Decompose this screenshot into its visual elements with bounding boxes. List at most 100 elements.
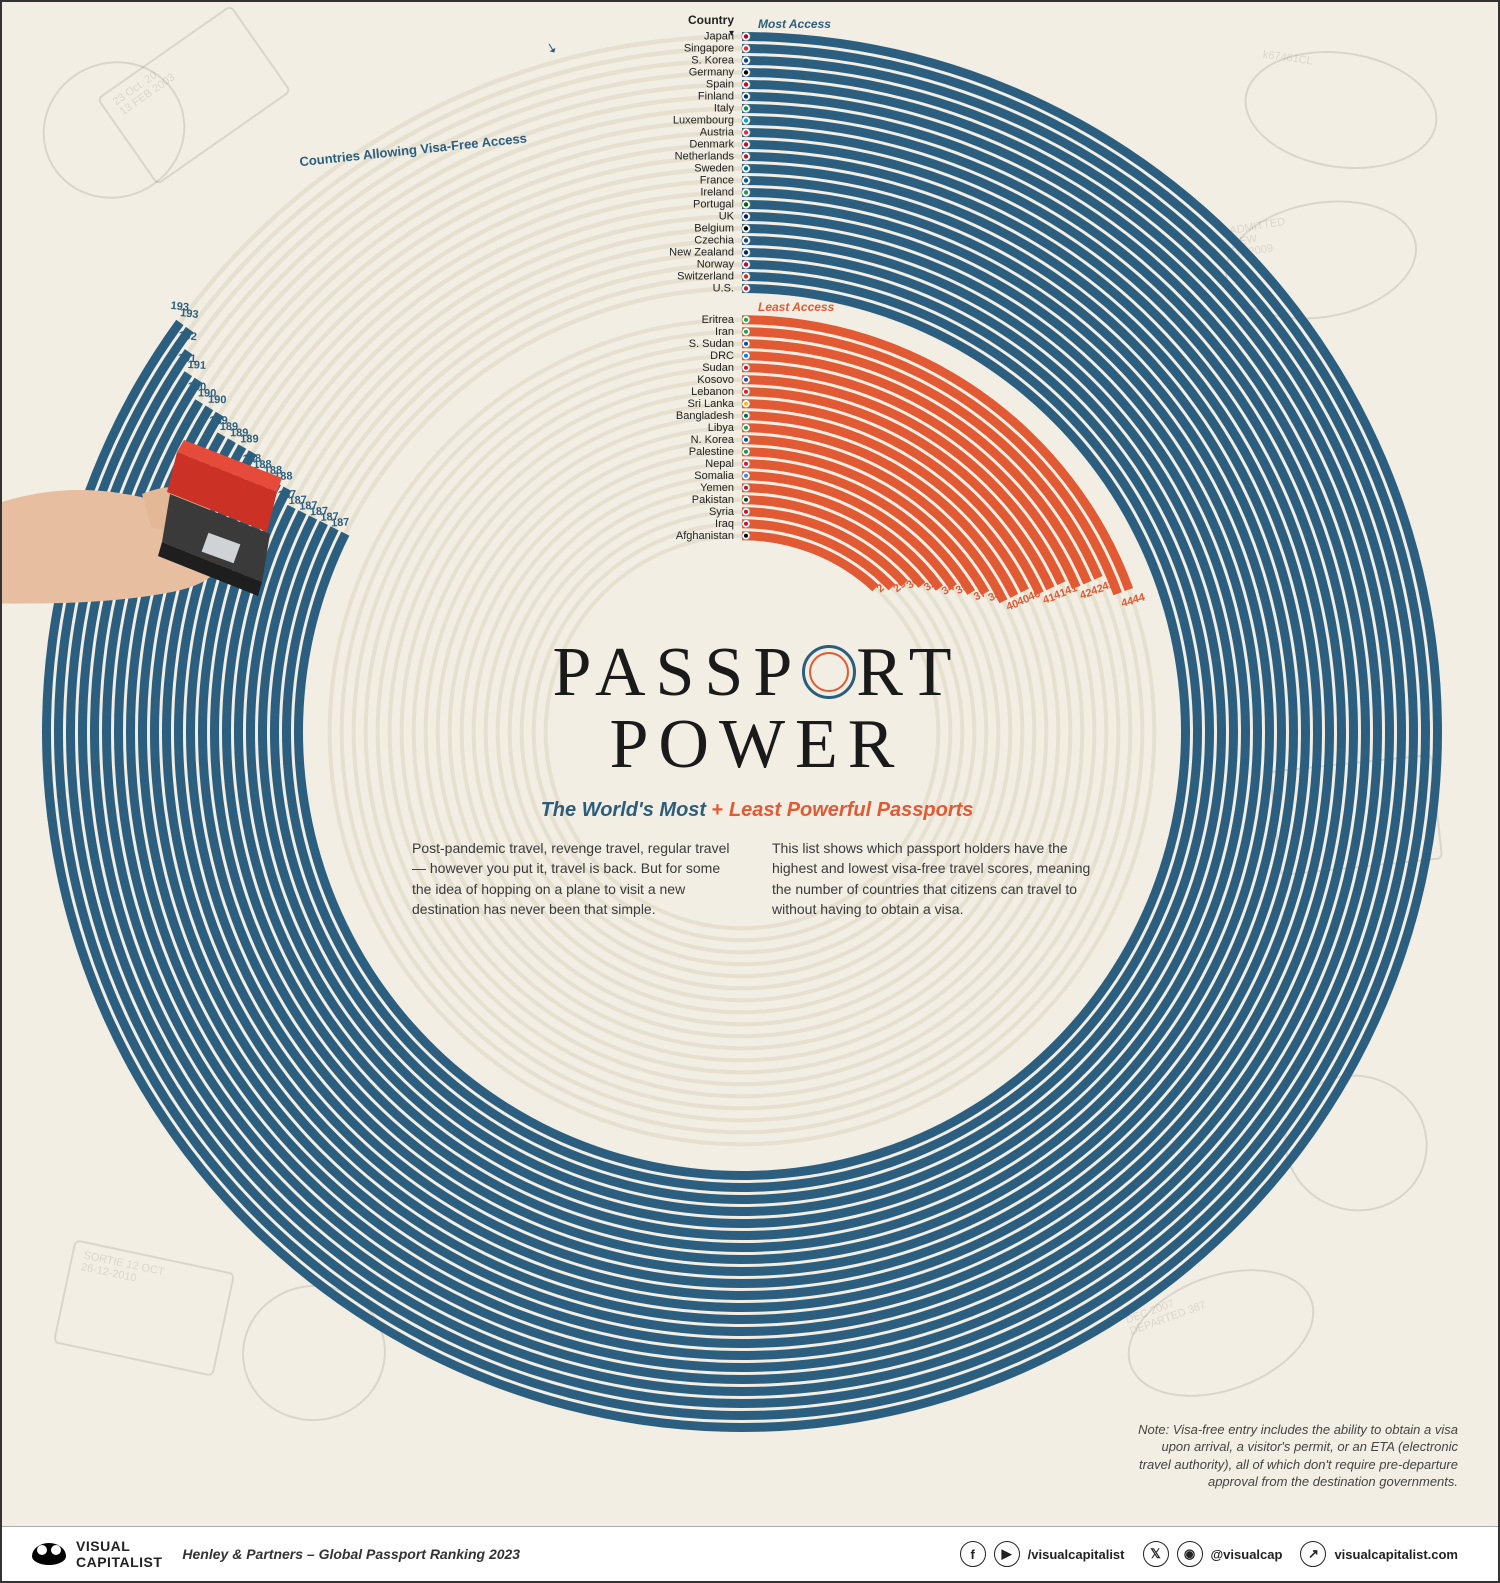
most-country-label: Finland: [698, 91, 734, 103]
flag-dot-inner: [744, 474, 748, 478]
body-col-left: Post-pandemic travel, revenge travel, re…: [412, 838, 742, 919]
most-value: 191: [187, 359, 206, 372]
flag-dot-inner: [744, 510, 748, 514]
youtube-icon[interactable]: ▶: [994, 1541, 1020, 1567]
brand-logo: VISUAL CAPITALIST: [32, 1538, 162, 1570]
most-country-label: Spain: [706, 79, 734, 91]
flag-dot-inner: [744, 154, 748, 158]
least-country-label: Palestine: [689, 446, 734, 458]
flag-dot-inner: [744, 486, 748, 490]
flag-dot-inner: [744, 462, 748, 466]
twitter-icon[interactable]: 𝕏: [1143, 1541, 1169, 1567]
flag-dot-inner: [744, 366, 748, 370]
most-value: 187: [331, 516, 350, 529]
flag-dot-inner: [744, 426, 748, 430]
least-country-label: Sudan: [702, 362, 734, 374]
data-source: Henley & Partners – Global Passport Rank…: [182, 1546, 520, 1562]
brand-text: VISUAL CAPITALIST: [76, 1538, 162, 1570]
most-country-label: Czechia: [694, 235, 735, 247]
title-stamp-o-icon: [802, 645, 856, 699]
flag-dot-inner: [744, 58, 748, 62]
most-country-label: S. Korea: [691, 55, 735, 67]
subtitle-prefix: The World's Most: [541, 799, 712, 821]
flag-dot-inner: [744, 522, 748, 526]
flag-dot-inner: [744, 342, 748, 346]
least-country-label: Libya: [708, 422, 735, 434]
least-country-label: Iran: [715, 326, 734, 338]
least-country-label: Lebanon: [691, 386, 734, 398]
flag-dot-inner: [744, 118, 748, 122]
website-url: visualcapitalist.com: [1334, 1547, 1458, 1562]
hand-stamper-illustration: [0, 382, 332, 642]
least-country-label: S. Sudan: [689, 338, 734, 350]
least-country-label: Pakistan: [692, 494, 734, 506]
title-line-1: PASSP RT: [372, 636, 1142, 710]
title-block: PASSPRT POWER The World's Most + Least P…: [372, 612, 1142, 919]
vc-logo-icon: [32, 1543, 66, 1565]
flag-dot-inner: [744, 106, 748, 110]
most-country-label: U.S.: [713, 283, 734, 295]
flag-dot-inner: [744, 250, 748, 254]
poster: 23 Oct. 2013 FEB 2003 k67461CL ADMITTEDN…: [0, 0, 1500, 1583]
most-value: 193: [180, 307, 200, 321]
flag-dot-inner: [744, 214, 748, 218]
flag-dot-inner: [744, 286, 748, 290]
most-country-label: Italy: [714, 103, 735, 115]
flag-dot-inner: [744, 438, 748, 442]
label-most-access: Most Access: [758, 17, 831, 31]
title-part-b: RT: [856, 634, 961, 711]
facebook-icon[interactable]: f: [960, 1541, 986, 1567]
flag-dot-inner: [744, 402, 748, 406]
brand-bottom: CAPITALIST: [76, 1554, 162, 1570]
social-handle-1: /visualcapitalist: [1028, 1547, 1125, 1562]
most-country-label: Singapore: [684, 43, 734, 55]
flag-dot-inner: [744, 498, 748, 502]
flag-dot-inner: [744, 166, 748, 170]
least-country-label: Iraq: [715, 518, 734, 530]
least-country-label: Nepal: [705, 458, 734, 470]
most-country-label: Sweden: [694, 163, 734, 175]
least-country-label: Kosovo: [697, 374, 734, 386]
least-country-label: Somalia: [694, 470, 735, 482]
most-country-label: Ireland: [700, 187, 734, 199]
social-links: f ▶ /visualcapitalist 𝕏 ◉ @visualcap ↗ v…: [960, 1541, 1468, 1567]
social-handle-2: @visualcap: [1211, 1547, 1283, 1562]
most-country-label: Denmark: [689, 139, 734, 151]
axis-label: Countries Allowing Visa-Free Access: [299, 130, 528, 169]
flag-dot-inner: [744, 330, 748, 334]
most-country-label: Luxembourg: [673, 115, 734, 127]
website-icon[interactable]: ↗: [1300, 1541, 1326, 1567]
most-value: 192: [178, 330, 197, 343]
instagram-icon[interactable]: ◉: [1177, 1541, 1203, 1567]
axis-arrow: ➝: [543, 39, 562, 56]
most-country-label: UK: [719, 211, 735, 223]
flag-dot-inner: [744, 226, 748, 230]
flag-dot-inner: [744, 34, 748, 38]
flag-dot-inner: [744, 378, 748, 382]
flag-dot-inner: [744, 70, 748, 74]
most-country-label: Norway: [697, 259, 735, 271]
most-country-label: Switzerland: [677, 271, 734, 283]
least-country-label: Syria: [709, 506, 735, 518]
title-part-a: PASSP: [552, 634, 802, 711]
flag-dot-inner: [744, 190, 748, 194]
subtitle-plus: +: [712, 799, 724, 821]
most-country-label: Netherlands: [675, 151, 735, 163]
body-text: Post-pandemic travel, revenge travel, re…: [372, 838, 1142, 919]
flag-dot-inner: [744, 450, 748, 454]
flag-dot-inner: [744, 354, 748, 358]
most-country-label: Belgium: [694, 223, 734, 235]
flag-dot-inner: [744, 534, 748, 538]
least-country-label: Afghanistan: [676, 530, 734, 542]
least-country-label: Sri Lanka: [688, 398, 735, 410]
label-least-access: Least Access: [758, 300, 835, 314]
flag-dot-inner: [744, 238, 748, 242]
flag-dot-inner: [744, 202, 748, 206]
most-country-label: Germany: [689, 67, 735, 79]
flag-dot-inner: [744, 94, 748, 98]
footnote: Note: Visa-free entry includes the abili…: [1138, 1421, 1458, 1491]
flag-dot-inner: [744, 390, 748, 394]
flag-dot-inner: [744, 82, 748, 86]
most-country-label: France: [700, 175, 734, 187]
flag-dot-inner: [744, 178, 748, 182]
